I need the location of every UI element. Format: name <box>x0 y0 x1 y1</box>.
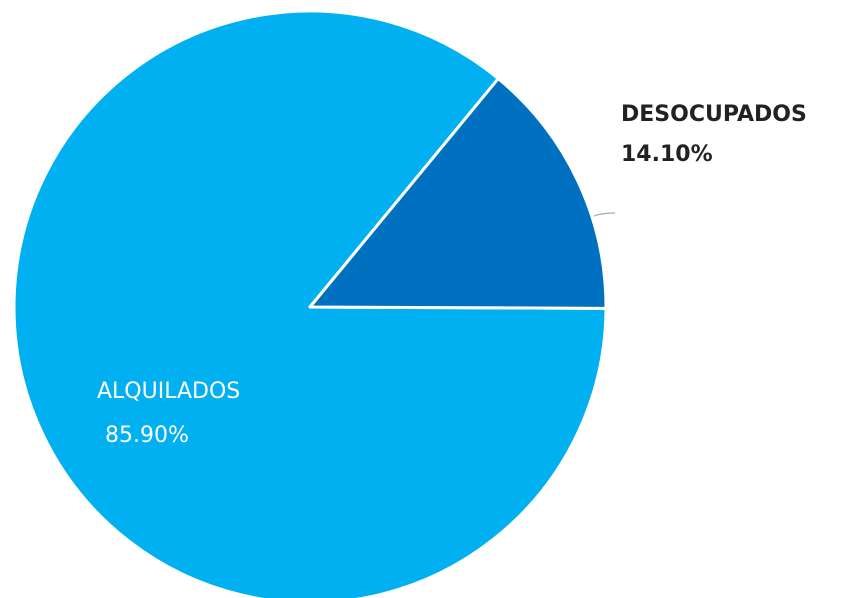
alquilados-category: ALQUILADOS <box>97 379 240 404</box>
desocupados-label: DESOCUPADOS 14.10% <box>621 102 814 167</box>
slice-alquilados <box>12 9 608 598</box>
desocupados-value: 14.10% <box>621 142 713 167</box>
alquilados-value: 85.90% <box>105 423 189 448</box>
desocupados-category: DESOCUPADOS <box>621 102 807 127</box>
desocupados-leader-line <box>593 212 616 217</box>
pie-slices <box>12 9 608 598</box>
slice-desocupados <box>308 77 608 310</box>
alquilados-label: ALQUILADOS 85.90% <box>97 379 247 448</box>
